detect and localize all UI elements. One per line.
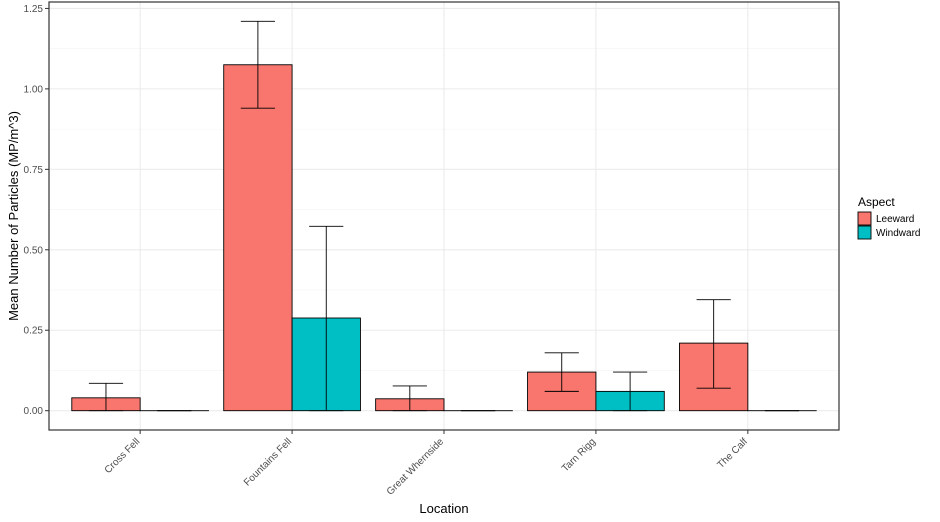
legend-key-windward: [857, 225, 872, 240]
y-axis-title: Mean Number of Particles (MP/m^3): [6, 111, 21, 321]
y-tick-label: 0.75: [24, 165, 44, 176]
legend-key-leeward: [857, 211, 872, 226]
bars: [71, 64, 817, 412]
legend-label-leeward: Leeward: [876, 214, 914, 225]
y-tick-label: 0.00: [24, 406, 44, 417]
y-axis: 0.00 0.25 0.50 0.75 1.00 1.25: [24, 4, 49, 417]
bar-leeward: [223, 64, 293, 412]
y-tick-label: 1.00: [24, 84, 44, 95]
grid-lines: [49, 2, 839, 430]
legend: Aspect Leeward Windward: [857, 195, 920, 240]
error-bars: [88, 20, 800, 412]
y-tick-label: 1.25: [24, 4, 44, 15]
y-tick-label: 0.50: [24, 245, 44, 256]
legend-label-windward: Windward: [876, 228, 920, 239]
y-tick-label: 0.25: [24, 326, 44, 337]
legend-title: Aspect: [858, 195, 895, 209]
x-axis-title: Location: [419, 501, 468, 516]
